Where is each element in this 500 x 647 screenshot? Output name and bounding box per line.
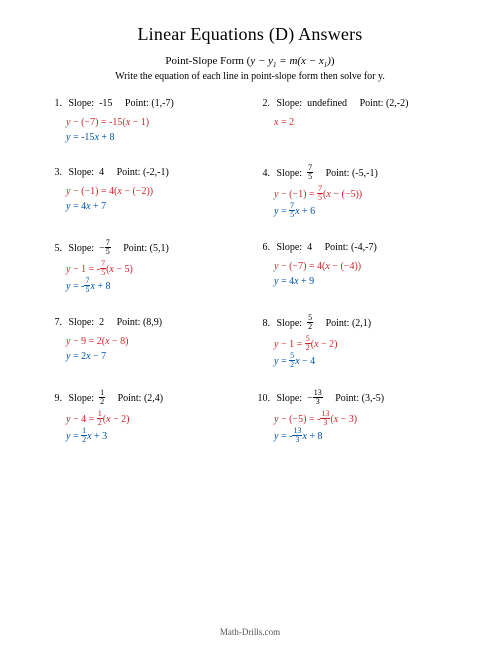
slope-value: 4 bbox=[305, 242, 313, 253]
point-label: Point: bbox=[326, 318, 350, 329]
problem-number: 1. bbox=[48, 96, 62, 111]
answer-line-1: y − (−7) = 4(x − (−4)) bbox=[256, 259, 452, 274]
answer-line-2: y = -15x + 8 bbox=[48, 130, 244, 145]
point-label: Point: bbox=[325, 242, 349, 253]
problem-number: 4. bbox=[256, 166, 270, 181]
problem-number: 2. bbox=[256, 96, 270, 111]
answer-line-1: y − (−5) = -133(x − 3) bbox=[256, 411, 452, 428]
problem-1: 1. Slope: -15 Point: (1,-7) y − (−7) = -… bbox=[48, 96, 244, 145]
slope-label: Slope: bbox=[69, 317, 95, 328]
problem-8: 8. Slope: 52 Point: (2,1) y − 1 = 52(x −… bbox=[256, 315, 452, 370]
slope-label: Slope: bbox=[277, 393, 303, 404]
problem-7: 7. Slope: 2 Point: (8,9) y − 9 = 2(x − 8… bbox=[48, 315, 244, 370]
answer-line-1: y − (−1) = 4(x − (−2)) bbox=[48, 184, 244, 199]
problem-2: 2. Slope: undefined Point: (2,-2) x = 2 bbox=[256, 96, 452, 145]
problem-10: 10. Slope: −133 Point: (3,-5) y − (−5) =… bbox=[256, 390, 452, 445]
slope-value: -15 bbox=[97, 98, 113, 109]
problem-9: 9. Slope: 12 Point: (2,4) y − 4 = 12(x −… bbox=[48, 390, 244, 445]
problem-6: 6. Slope: 4 Point: (-4,-7) y − (−7) = 4(… bbox=[256, 240, 452, 295]
slope-value: 4 bbox=[97, 167, 105, 178]
answer-line-2: y = 4x + 7 bbox=[48, 199, 244, 214]
problem-3: 3. Slope: 4 Point: (-2,-1) y − (−1) = 4(… bbox=[48, 165, 244, 220]
point-label: Point: bbox=[118, 393, 142, 404]
slope-value: 12 bbox=[97, 393, 106, 404]
problem-given: 6. Slope: 4 Point: (-4,-7) bbox=[256, 240, 452, 255]
slope-value: −133 bbox=[305, 393, 323, 404]
slope-value: 2 bbox=[97, 317, 105, 328]
answer-line-2: y = 75x + 6 bbox=[256, 203, 452, 220]
answer-line-1: y − (−7) = -15(x − 1) bbox=[48, 115, 244, 130]
problem-number: 10. bbox=[256, 391, 270, 406]
point-label: Point: bbox=[125, 98, 149, 109]
slope-value: 75 bbox=[305, 168, 314, 179]
point-label: Point: bbox=[335, 393, 359, 404]
problem-number: 5. bbox=[48, 241, 62, 256]
answer-line-1: x = 2 bbox=[256, 115, 452, 130]
answer-line-1: y − 4 = 12(x − 2) bbox=[48, 411, 244, 428]
answer-line-2: y = -133x + 8 bbox=[256, 428, 452, 445]
point-label: Point: bbox=[123, 243, 147, 254]
point-value: (3,-5) bbox=[362, 393, 385, 404]
slope-value: −75 bbox=[97, 243, 111, 254]
point-label: Point: bbox=[117, 317, 141, 328]
slope-value: undefined bbox=[305, 98, 348, 109]
slope-label: Slope: bbox=[277, 168, 303, 179]
problem-number: 9. bbox=[48, 391, 62, 406]
problem-given: 4. Slope: 75 Point: (-5,-1) bbox=[256, 165, 452, 182]
answer-line-1: y − 1 = -75(x − 5) bbox=[48, 261, 244, 278]
slope-label: Slope: bbox=[69, 98, 95, 109]
problem-given: 10. Slope: −133 Point: (3,-5) bbox=[256, 390, 452, 407]
slope-value: 52 bbox=[305, 318, 314, 329]
problems-grid: 1. Slope: -15 Point: (1,-7) y − (−7) = -… bbox=[48, 96, 452, 445]
problem-given: 8. Slope: 52 Point: (2,1) bbox=[256, 315, 452, 332]
problem-given: 7. Slope: 2 Point: (8,9) bbox=[48, 315, 244, 330]
answer-line-2 bbox=[256, 130, 452, 145]
problem-given: 9. Slope: 12 Point: (2,4) bbox=[48, 390, 244, 407]
answer-line-2: y = 2x − 7 bbox=[48, 349, 244, 364]
problem-given: 5. Slope: −75 Point: (5,1) bbox=[48, 240, 244, 257]
point-value: (2,-2) bbox=[386, 98, 409, 109]
problem-number: 7. bbox=[48, 315, 62, 330]
answer-line-1: y − 1 = 52(x − 2) bbox=[256, 336, 452, 353]
slope-label: Slope: bbox=[69, 393, 95, 404]
point-value: (5,1) bbox=[150, 243, 169, 254]
problem-number: 3. bbox=[48, 165, 62, 180]
problem-number: 6. bbox=[256, 240, 270, 255]
slope-label: Slope: bbox=[277, 242, 303, 253]
answer-line-2: y = 52x − 4 bbox=[256, 353, 452, 370]
subtitle: Point-Slope Form (y − y1 = m(x − x1)) bbox=[48, 55, 452, 69]
slope-label: Slope: bbox=[277, 98, 303, 109]
answer-line-1: y − 9 = 2(x − 8) bbox=[48, 334, 244, 349]
point-label: Point: bbox=[117, 167, 141, 178]
point-label: Point: bbox=[360, 98, 384, 109]
answer-line-2: y = 4x + 9 bbox=[256, 274, 452, 289]
answer-line-1: y − (−1) = 75(x − (−5)) bbox=[256, 186, 452, 203]
point-value: (2,1) bbox=[352, 318, 371, 329]
problem-5: 5. Slope: −75 Point: (5,1) y − 1 = -75(x… bbox=[48, 240, 244, 295]
point-value: (8,9) bbox=[143, 317, 162, 328]
problem-number: 8. bbox=[256, 316, 270, 331]
subtitle-suffix: ) bbox=[331, 55, 335, 67]
problem-given: 2. Slope: undefined Point: (2,-2) bbox=[256, 96, 452, 111]
point-value: (-4,-7) bbox=[351, 242, 377, 253]
page-title: Linear Equations (D) Answers bbox=[48, 24, 452, 45]
point-value: (1,-7) bbox=[151, 98, 174, 109]
footer-text: Math-Drills.com bbox=[0, 627, 500, 637]
problem-4: 4. Slope: 75 Point: (-5,-1) y − (−1) = 7… bbox=[256, 165, 452, 220]
slope-label: Slope: bbox=[69, 243, 95, 254]
point-label: Point: bbox=[326, 168, 350, 179]
slope-label: Slope: bbox=[277, 318, 303, 329]
point-value: (-5,-1) bbox=[352, 168, 378, 179]
point-value: (-2,-1) bbox=[143, 167, 169, 178]
problem-given: 3. Slope: 4 Point: (-2,-1) bbox=[48, 165, 244, 180]
worksheet-page: Linear Equations (D) Answers Point-Slope… bbox=[0, 0, 500, 647]
slope-label: Slope: bbox=[69, 167, 95, 178]
answer-line-2: y = 12x + 3 bbox=[48, 428, 244, 445]
answer-line-2: y = -75x + 8 bbox=[48, 278, 244, 295]
instruction-text: Write the equation of each line in point… bbox=[48, 71, 452, 82]
problem-given: 1. Slope: -15 Point: (1,-7) bbox=[48, 96, 244, 111]
subtitle-prefix: Point-Slope Form ( bbox=[165, 55, 250, 67]
point-value: (2,4) bbox=[144, 393, 163, 404]
subtitle-formula: y − y1 = m(x − x1) bbox=[250, 55, 331, 67]
